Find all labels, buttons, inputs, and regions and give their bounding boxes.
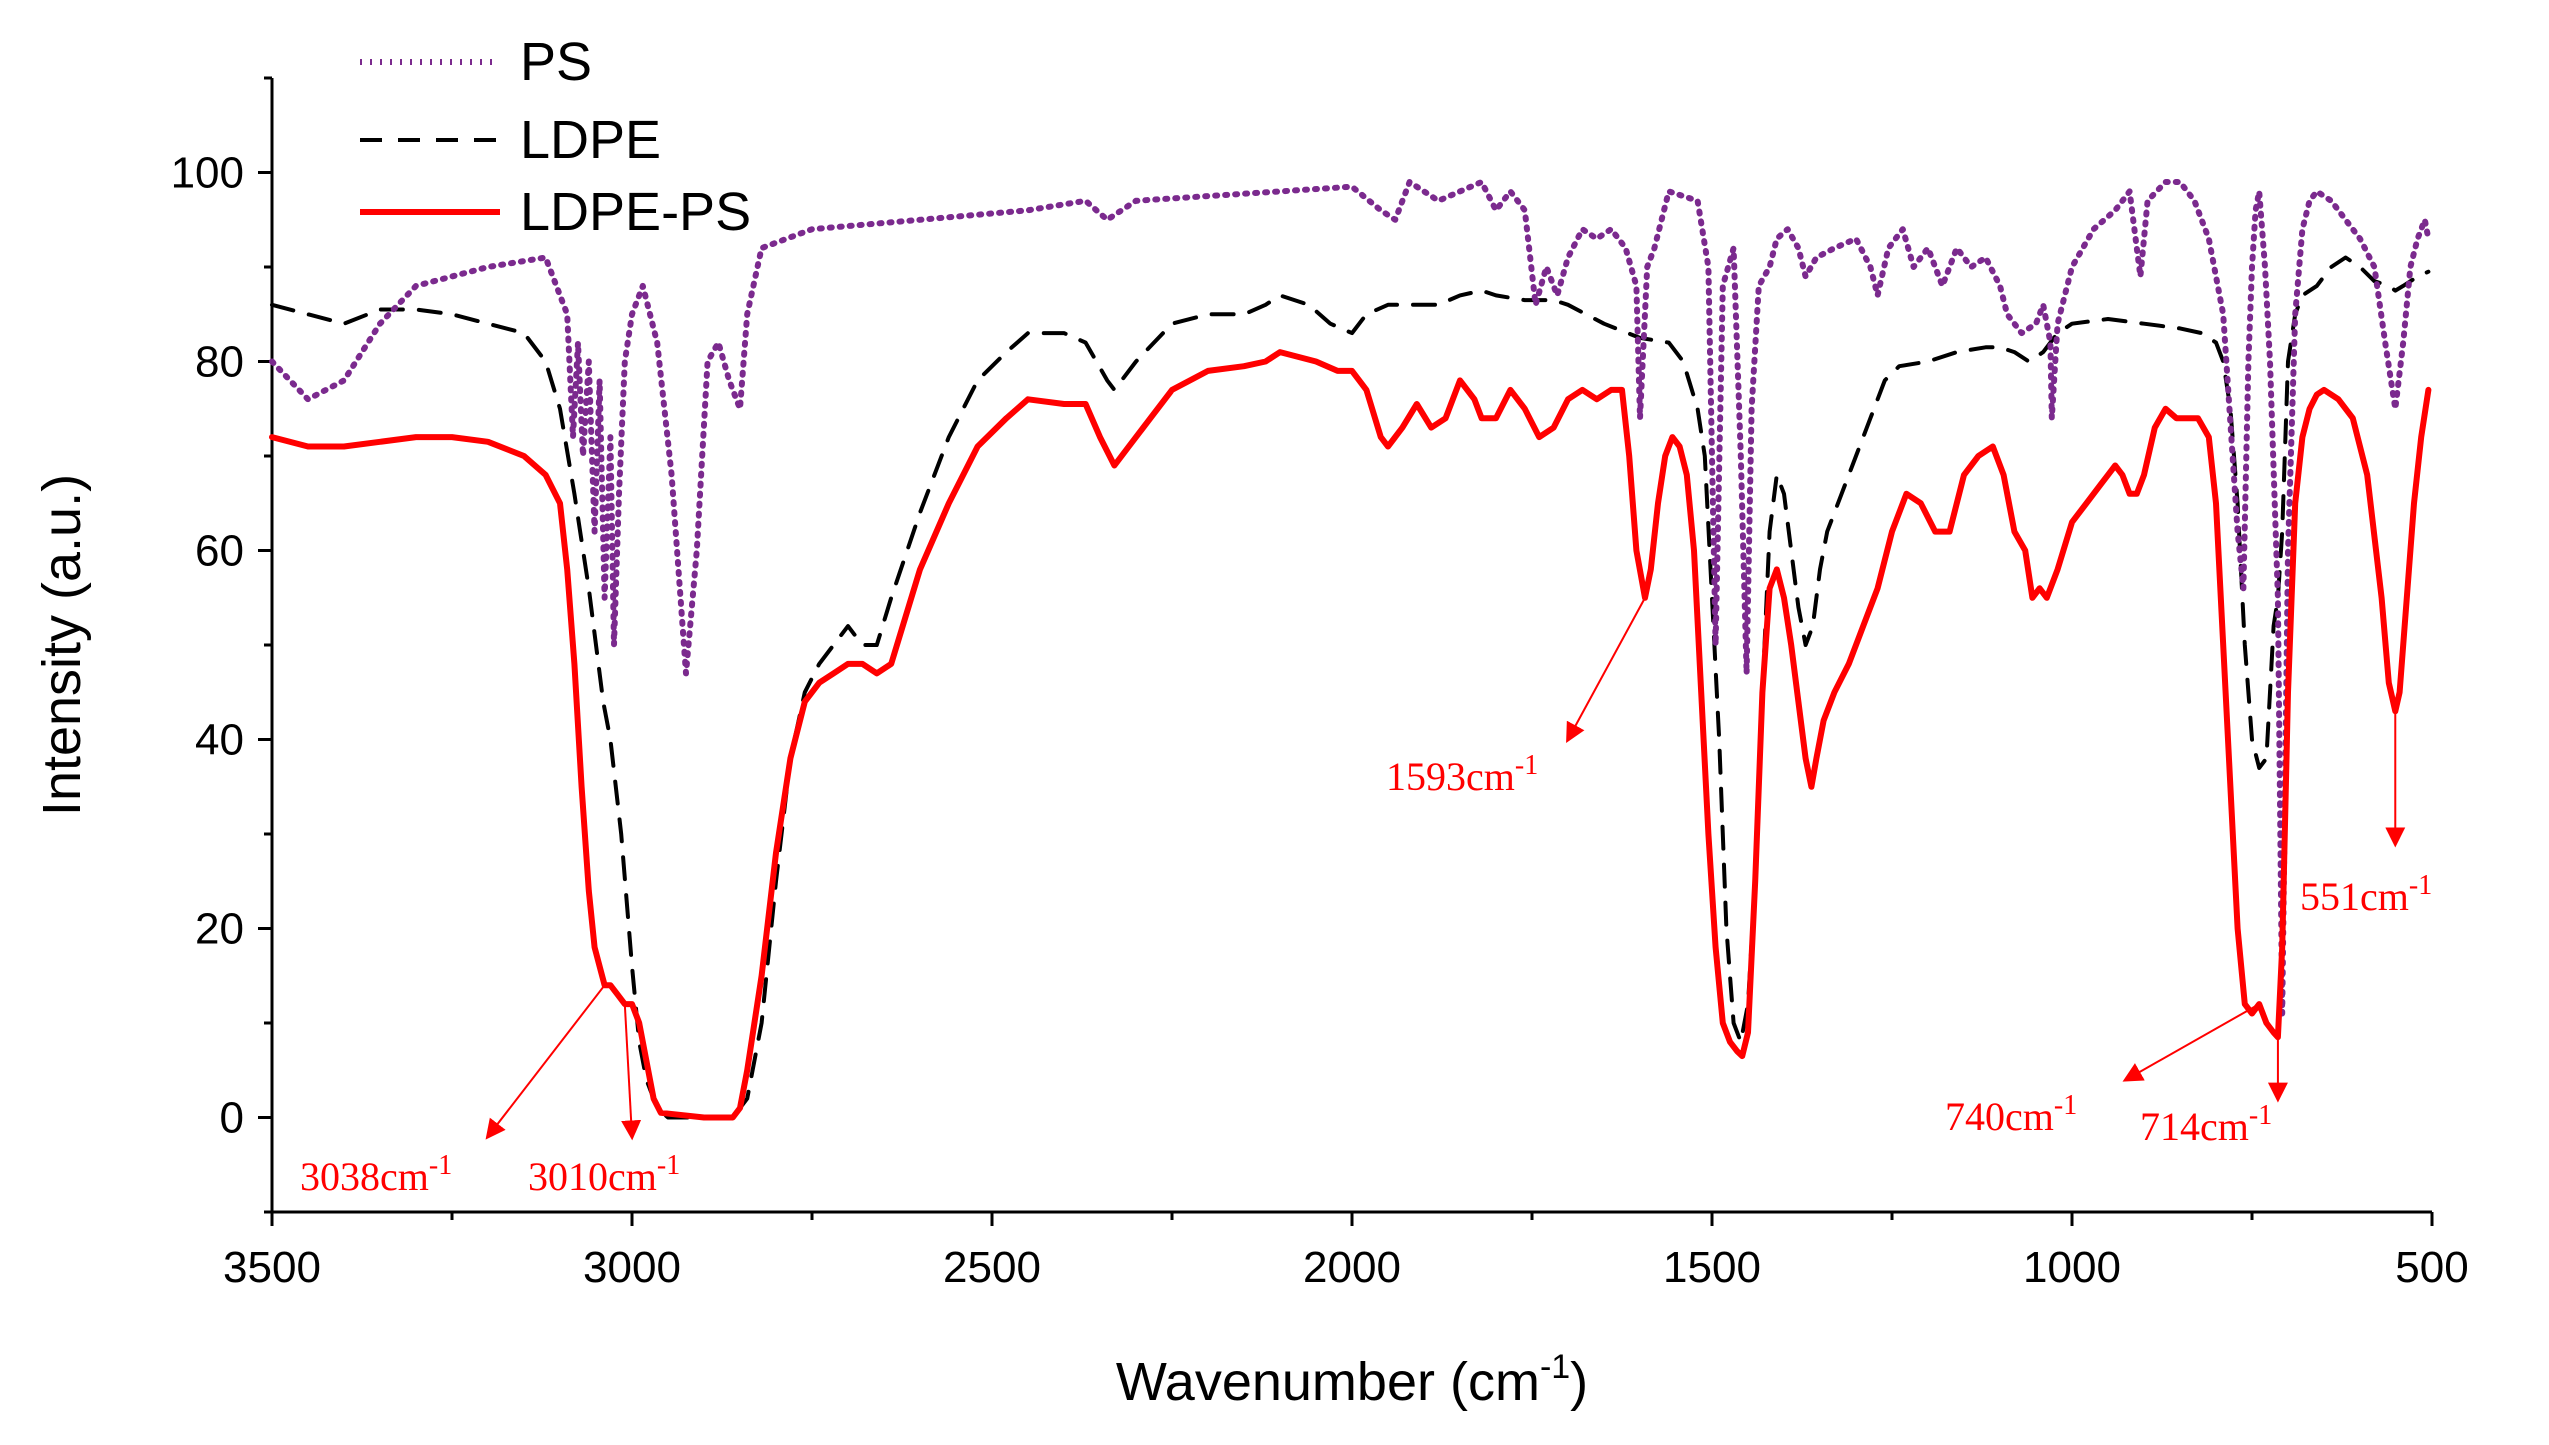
- x-axis-title-main: Wavenumber (cm: [1116, 1352, 1540, 1412]
- annotation-label-base: 714cm: [2140, 1104, 2249, 1149]
- annotation-label-740: 740cm-1: [1945, 1090, 2077, 1139]
- annotation-label-3038: 3038cm-1: [300, 1150, 452, 1199]
- x-axis-title-close: ): [1570, 1352, 1588, 1412]
- annotation-label-sup: -1: [2054, 1090, 2077, 1121]
- y-tick-label: 80: [195, 338, 244, 387]
- y-tick-label: 100: [171, 149, 244, 198]
- annotation-label-sup: -1: [1515, 750, 1538, 781]
- annotation-label-551: 551cm-1: [2300, 870, 2432, 919]
- x-tick-label: 1000: [2023, 1243, 2121, 1292]
- series-line-ldpe-ps: [269, 349, 2432, 1121]
- annotation-arrow-3010: [621, 1004, 642, 1141]
- series-line-ldpe: [270, 255, 2431, 1120]
- annotation-arrow-740: [2122, 1003, 2260, 1082]
- annotation-label-base: 3010cm: [528, 1154, 657, 1199]
- y-tick-label: 40: [195, 716, 244, 765]
- x-tick-label: 1500: [1663, 1243, 1761, 1292]
- annotation-label-base: 740cm: [1945, 1094, 2054, 1139]
- y-tick-label: 60: [195, 527, 244, 576]
- annotation-label-3010: 3010cm-1: [528, 1150, 680, 1199]
- annotation-label-sup: -1: [657, 1150, 680, 1181]
- y-tick-label: 20: [195, 905, 244, 954]
- annotation-label-base: 1593cm: [1386, 754, 1515, 799]
- x-axis-title-sup: -1: [1540, 1348, 1570, 1386]
- legend: PS LDPE LDPE-PS: [360, 32, 751, 242]
- legend-label-ps: PS: [520, 32, 592, 92]
- x-tick-label: 2000: [1303, 1243, 1401, 1292]
- y-axis-title: Intensity (a.u.): [32, 474, 92, 816]
- annotation-arrow-3038: [485, 984, 606, 1140]
- x-tick-label: 500: [2395, 1243, 2468, 1292]
- annotation-label-1593: 1593cm-1: [1386, 750, 1538, 799]
- annotation-label-714: 714cm-1: [2140, 1100, 2272, 1149]
- annotation-label-sup: -1: [2249, 1100, 2272, 1131]
- x-tick-label: 3500: [223, 1243, 321, 1292]
- annotation-label-base: 3038cm: [300, 1154, 429, 1199]
- annotation-label-base: 551cm: [2300, 874, 2409, 919]
- legend-label-ldpe-ps: LDPE-PS: [520, 182, 751, 242]
- y-ticks: 0 20 40 60 80 100: [171, 76, 272, 1214]
- x-tick-label: 2500: [943, 1243, 1041, 1292]
- x-ticks: 3500 3000 2500 2000 1500 1000 500: [223, 1212, 2469, 1292]
- y-tick-label: 0: [220, 1094, 244, 1143]
- legend-label-ldpe: LDPE: [520, 110, 661, 170]
- x-axis-title: Wavenumber (cm-1): [1116, 1348, 1588, 1412]
- annotation-label-sup: -1: [429, 1150, 452, 1181]
- annotation-label-sup: -1: [2409, 870, 2432, 901]
- series-layer: [269, 179, 2432, 1121]
- series-line-ps: [269, 179, 2432, 1017]
- x-tick-label: 3000: [583, 1243, 681, 1292]
- annotation-arrow-1593: [1566, 597, 1646, 744]
